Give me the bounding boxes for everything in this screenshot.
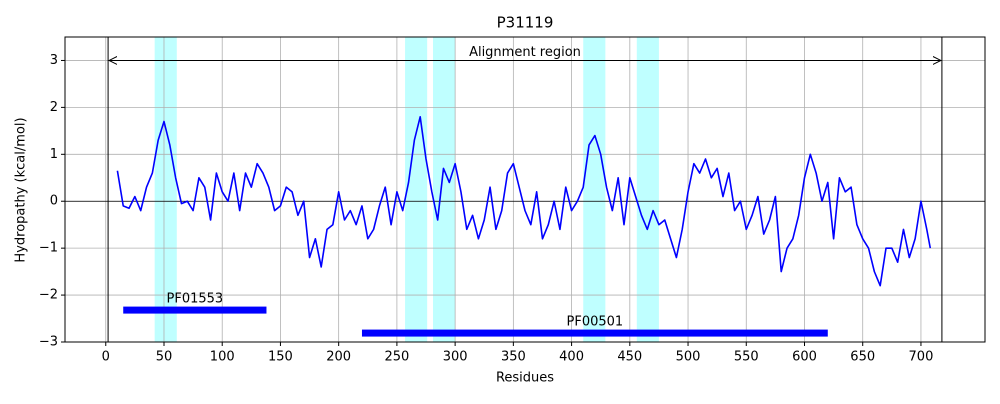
x-tick-label: 250 (384, 350, 409, 365)
y-tick-label: 3 (50, 53, 58, 68)
y-tick-label: 0 (50, 194, 58, 209)
x-tick-label: 450 (617, 350, 642, 365)
x-tick-label: 600 (792, 350, 817, 365)
highlight-span (583, 37, 606, 342)
domain-label: PF01553 (167, 292, 224, 307)
domain-label: PF00501 (567, 315, 624, 330)
highlight-span (405, 37, 428, 342)
x-tick-label: 50 (156, 350, 173, 365)
x-tick-label: 700 (909, 350, 934, 365)
x-tick-label: 550 (734, 350, 759, 365)
x-tick-label: 150 (268, 350, 293, 365)
y-tick-label: 1 (50, 147, 58, 162)
y-tick-label: 2 (50, 100, 58, 115)
domain-bar (123, 306, 267, 314)
x-tick-label: 500 (676, 350, 701, 365)
x-tick-label: 400 (559, 350, 584, 365)
highlight-span (433, 37, 456, 342)
x-tick-label: 200 (326, 350, 351, 365)
y-tick-label: −2 (39, 288, 58, 303)
y-tick-label: −1 (39, 241, 58, 256)
highlight-span (154, 37, 177, 342)
y-axis-label: Hydropathy (kcal/mol) (14, 117, 29, 262)
x-tick-label: 650 (850, 350, 875, 365)
domain-bar (361, 329, 828, 337)
x-tick-label: 300 (443, 350, 468, 365)
x-tick-label: 100 (210, 350, 235, 365)
plot-frame (64, 36, 986, 343)
x-axis-label: Residues (496, 371, 554, 386)
hydropathy-line (116, 115, 932, 287)
y-tick-label: −3 (39, 335, 58, 350)
alignment-label: Alignment region (469, 45, 581, 60)
highlight-span (636, 37, 659, 342)
x-tick-label: 350 (501, 350, 526, 365)
x-tick-label: 0 (102, 350, 110, 365)
chart-title: P31119 (497, 14, 554, 32)
